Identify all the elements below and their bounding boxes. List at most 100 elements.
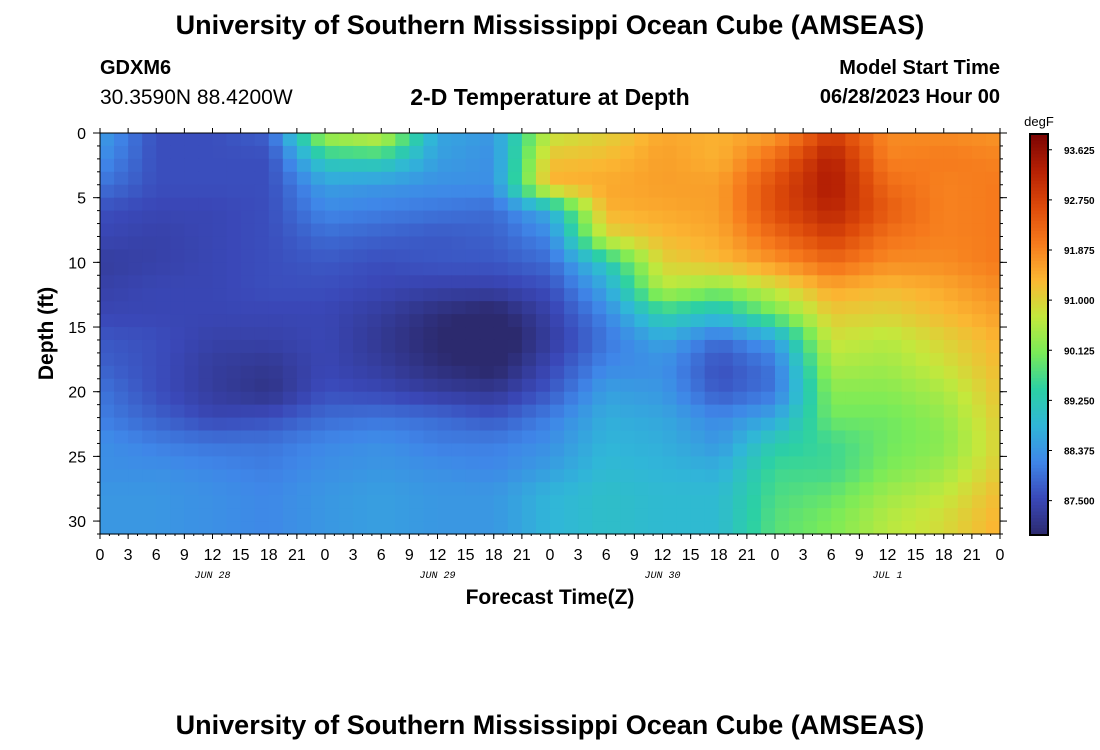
- heatmap-cell: [521, 133, 537, 147]
- heatmap-cell: [971, 262, 987, 276]
- heatmap-cell: [718, 275, 734, 289]
- heatmap-cell: [901, 249, 917, 263]
- heatmap-cell: [901, 469, 917, 483]
- colorbar-segment: [1030, 244, 1048, 249]
- heatmap-cell: [170, 456, 185, 470]
- heatmap-cell: [226, 184, 242, 199]
- colorbar-segment: [1030, 327, 1048, 332]
- heatmap-cell: [142, 314, 157, 328]
- x-tick-label: 18: [485, 547, 503, 564]
- heatmap-cell: [409, 443, 425, 457]
- heatmap-cell: [634, 275, 650, 289]
- heatmap-cell: [592, 430, 607, 445]
- heatmap-cell: [437, 378, 453, 393]
- heatmap-cell: [746, 404, 762, 419]
- heatmap-cell: [803, 249, 818, 263]
- heatmap-cell: [451, 430, 467, 445]
- heatmap-cell: [268, 145, 284, 160]
- heatmap-cell: [620, 352, 635, 367]
- heatmap-cell: [564, 171, 579, 186]
- heatmap-cell: [100, 391, 115, 406]
- heatmap-cell: [915, 417, 931, 432]
- heatmap-cell: [170, 249, 185, 263]
- heatmap-cell: [325, 430, 340, 445]
- heatmap-cell: [423, 352, 439, 367]
- heatmap-cell: [592, 365, 607, 380]
- heatmap-cell: [775, 210, 790, 225]
- heatmap-cell: [929, 210, 945, 225]
- heatmap-cell: [578, 521, 593, 535]
- colorbar-segment: [1030, 351, 1048, 356]
- colorbar-segment: [1030, 314, 1048, 319]
- heatmap-cell: [915, 339, 931, 354]
- colorbar-segment: [1030, 160, 1048, 165]
- heatmap-cell: [156, 223, 171, 238]
- heatmap-cell: [775, 391, 790, 406]
- heatmap-cell: [521, 184, 537, 199]
- heatmap-cell: [521, 275, 537, 289]
- heatmap-cell: [409, 417, 425, 432]
- heatmap-cell: [887, 443, 903, 457]
- heatmap-cell: [746, 456, 762, 470]
- heatmap-cell: [325, 404, 340, 419]
- heatmap-cell: [142, 288, 157, 302]
- heatmap-cell: [845, 365, 860, 380]
- heatmap-cell: [550, 327, 565, 341]
- heatmap-cell: [212, 327, 228, 341]
- heatmap-cell: [367, 469, 382, 483]
- heatmap-cell: [943, 339, 959, 354]
- heatmap-cell: [423, 314, 439, 328]
- heatmap-cell: [789, 482, 804, 496]
- heatmap-cell: [367, 495, 382, 509]
- heatmap-cell: [325, 249, 340, 263]
- heatmap-cell: [817, 508, 832, 522]
- heatmap-cell: [887, 404, 903, 419]
- heatmap-cell: [985, 495, 1001, 509]
- heatmap-cell: [156, 352, 171, 367]
- heatmap-cell: [310, 145, 326, 160]
- heatmap-cell: [240, 378, 256, 393]
- heatmap-cell: [254, 158, 270, 173]
- heatmap-cell: [550, 197, 565, 212]
- heatmap-cell: [339, 275, 354, 289]
- heatmap-cell: [971, 352, 987, 367]
- heatmap-cell: [409, 430, 425, 445]
- colorbar-segment: [1030, 387, 1048, 392]
- heatmap-cell: [367, 236, 382, 251]
- heatmap-cell: [929, 133, 945, 147]
- heatmap-cell: [156, 288, 171, 302]
- heatmap-cell: [676, 158, 692, 173]
- heatmap-cell: [620, 404, 635, 419]
- heatmap-cell: [760, 339, 776, 354]
- heatmap-cell: [789, 288, 804, 302]
- heatmap-cell: [901, 391, 917, 406]
- colorbar-segment: [1030, 444, 1048, 449]
- heatmap-cell: [606, 495, 621, 509]
- heatmap-cell: [634, 339, 650, 354]
- heatmap-cell: [789, 249, 804, 263]
- heatmap-cell: [831, 482, 846, 496]
- heatmap-cell: [971, 158, 987, 173]
- heatmap-cell: [395, 495, 410, 509]
- heatmap-cell: [423, 133, 439, 147]
- colorbar-segment: [1030, 474, 1048, 479]
- heatmap-cell: [732, 456, 748, 470]
- heatmap-cell: [142, 443, 157, 457]
- heatmap-cell: [957, 133, 973, 147]
- heatmap-cell: [170, 210, 185, 225]
- heatmap-cell: [254, 210, 270, 225]
- heatmap-cell: [971, 456, 987, 470]
- heatmap-cell: [184, 236, 200, 251]
- heatmap-cell: [845, 301, 860, 315]
- colorbar-tick-label: 88.375: [1064, 447, 1095, 458]
- heatmap-cell: [254, 417, 270, 432]
- heatmap-cell: [535, 352, 551, 367]
- heatmap-cell: [957, 314, 973, 328]
- heatmap-cell: [648, 365, 664, 380]
- heatmap-cell: [409, 391, 425, 406]
- heatmap-cell: [353, 327, 368, 341]
- heatmap-cell: [325, 133, 340, 147]
- colorbar-segment: [1030, 301, 1048, 306]
- heatmap-cell: [775, 133, 790, 147]
- heatmap-cell: [367, 301, 382, 315]
